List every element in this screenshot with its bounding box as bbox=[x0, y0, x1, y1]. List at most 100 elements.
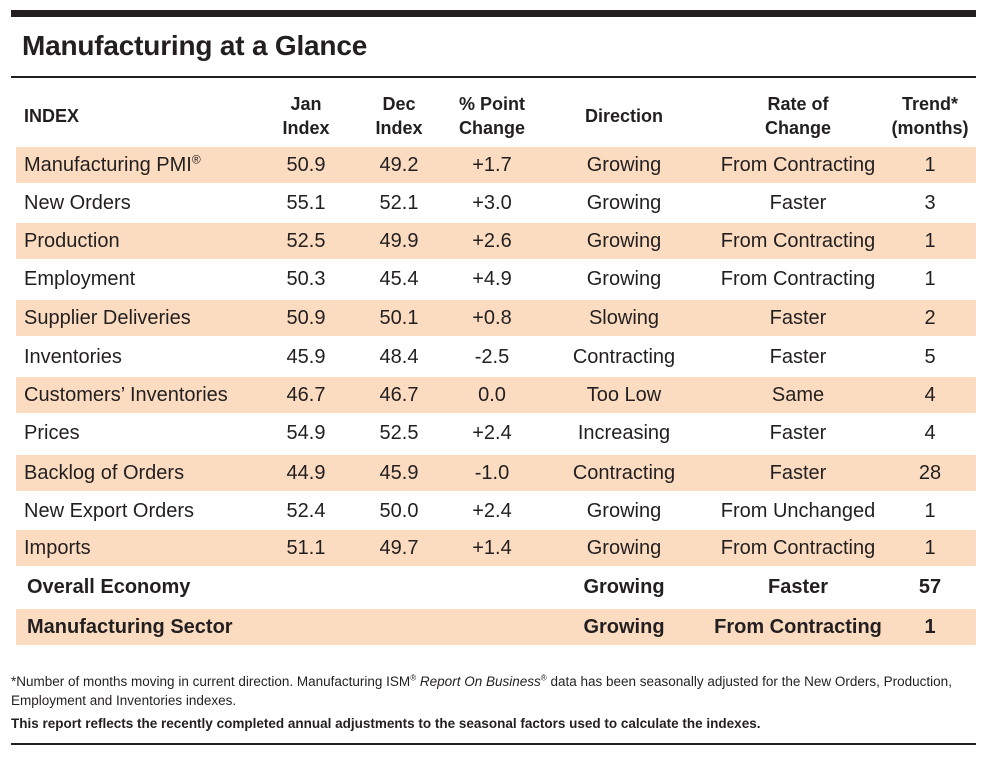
table-row: Customers’ Inventories 46.7 46.7 0.0 Too Low… bbox=[16, 377, 976, 413]
table-row: New Orders 55.1 52.1 +3.0 Growing Faster 3 bbox=[16, 185, 976, 221]
index-name-cell: Employment bbox=[24, 268, 136, 290]
direction-cell: Slowing bbox=[588, 307, 660, 329]
jan-index-cell: 50.9 bbox=[286, 307, 326, 329]
jan-index-cell: 44.9 bbox=[286, 462, 326, 484]
index-name-cell: Inventories bbox=[24, 346, 122, 368]
trend-cell: 1 bbox=[924, 500, 936, 522]
dec-index-cell: 49.2 bbox=[379, 154, 419, 176]
dec-index-cell: 50.1 bbox=[379, 307, 419, 329]
dec-index-cell: 45.9 bbox=[379, 462, 419, 484]
rate-of-change-cell: Faster bbox=[769, 346, 827, 368]
index-name-cell: Imports bbox=[24, 537, 91, 559]
direction-cell: Growing bbox=[586, 537, 662, 559]
index-name-cell: Supplier Deliveries bbox=[24, 307, 191, 329]
dec-index-cell: 49.9 bbox=[379, 230, 419, 252]
table-row: Backlog of Orders 44.9 45.9 -1.0 Contracting… bbox=[16, 455, 976, 491]
rate-of-change-cell: From Contracting bbox=[720, 537, 876, 559]
index-name-cell: Customers’ Inventories bbox=[24, 384, 228, 406]
trend-cell: 28 bbox=[918, 462, 942, 484]
jan-index-cell: 54.9 bbox=[286, 422, 326, 444]
bottom-divider bbox=[11, 743, 976, 745]
jan-index-cell: 46.7 bbox=[286, 384, 326, 406]
trend-cell: 1 bbox=[924, 537, 936, 559]
trend-cell: 1 bbox=[924, 268, 936, 290]
top-border bbox=[11, 10, 976, 17]
rate-of-change-cell: Same bbox=[771, 384, 825, 406]
header-jan-index: Jan Index bbox=[282, 94, 330, 138]
title-divider bbox=[11, 76, 976, 78]
rate-of-change-cell: From Contracting bbox=[720, 268, 876, 290]
header-direction: Direction bbox=[584, 106, 663, 126]
jan-index-cell: 52.5 bbox=[286, 230, 326, 252]
index-name-cell: Backlog of Orders bbox=[24, 462, 185, 484]
trend-cell: 57 bbox=[918, 576, 942, 598]
dec-index-cell: 46.7 bbox=[379, 384, 419, 406]
table-row: Supplier Deliveries 50.9 50.1 +0.8 Slowing Fa… bbox=[16, 300, 976, 336]
rate-of-change-cell: Faster bbox=[769, 192, 827, 214]
direction-cell: Growing bbox=[586, 268, 662, 290]
summary-row: Manufacturing Sector Growing From Contract… bbox=[16, 609, 976, 645]
dec-index-cell: 45.4 bbox=[379, 268, 419, 290]
trend-cell: 1 bbox=[924, 616, 936, 638]
point-change-cell: +0.8 bbox=[472, 307, 512, 329]
trend-cell: 4 bbox=[924, 384, 936, 406]
page-title: Manufacturing at a Glance bbox=[22, 30, 368, 61]
rate-of-change-cell: Faster bbox=[767, 576, 829, 598]
point-change-cell: -1.0 bbox=[474, 462, 510, 484]
direction-cell: Too Low bbox=[586, 384, 662, 406]
summary-name-cell: Overall Economy bbox=[27, 576, 191, 598]
rate-of-change-cell: From Contracting bbox=[714, 616, 882, 638]
point-change-cell: +2.4 bbox=[472, 422, 512, 444]
point-change-cell: +1.7 bbox=[472, 154, 512, 176]
table-row: Prices 54.9 52.5 +2.4 Increasing Faster 4 bbox=[16, 415, 976, 451]
jan-index-cell: 50.9 bbox=[286, 154, 326, 176]
table-row: Production 52.5 49.9 +2.6 Growing From Contra… bbox=[16, 223, 976, 259]
direction-cell: Contracting bbox=[572, 462, 676, 484]
direction-cell: Growing bbox=[586, 154, 662, 176]
index-name-cell: Manufacturing PMI® bbox=[24, 152, 201, 176]
direction-cell: Growing bbox=[583, 616, 665, 638]
header-rate-of-change: Rate of Change bbox=[764, 94, 831, 138]
point-change-cell: -2.5 bbox=[474, 346, 510, 368]
direction-cell: Growing bbox=[586, 500, 662, 522]
trend-cell: 3 bbox=[924, 192, 936, 214]
jan-index-cell: 51.1 bbox=[286, 537, 326, 559]
dec-index-cell: 52.5 bbox=[379, 422, 419, 444]
point-change-cell: +1.4 bbox=[472, 537, 512, 559]
header-dec-index: Dec Index bbox=[375, 94, 423, 138]
header-point-change: % Point Change bbox=[458, 94, 525, 138]
summary-row: Overall Economy Growing Faster 57 bbox=[16, 569, 976, 605]
jan-index-cell: 50.3 bbox=[286, 268, 326, 290]
direction-cell: Increasing bbox=[577, 422, 671, 444]
point-change-cell: +2.4 bbox=[472, 500, 512, 522]
table-row: New Export Orders 52.4 50.0 +2.4 Growing From… bbox=[16, 493, 976, 529]
table-row: Imports 51.1 49.7 +1.4 Growing From Contracti… bbox=[16, 530, 976, 566]
direction-cell: Growing bbox=[583, 576, 665, 598]
table-row: Manufacturing PMI® 50.9 49.2 +1.7 Growing Fro… bbox=[16, 147, 976, 183]
index-name-cell: New Orders bbox=[24, 192, 131, 214]
summary-name-cell: Manufacturing Sector bbox=[27, 616, 233, 638]
jan-index-cell: 55.1 bbox=[286, 192, 326, 214]
point-change-cell: +2.6 bbox=[472, 230, 512, 252]
direction-cell: Contracting bbox=[572, 346, 676, 368]
dec-index-cell: 48.4 bbox=[379, 346, 419, 368]
header-trend: Trend* (months) bbox=[891, 94, 969, 138]
index-name-cell: Production bbox=[24, 230, 120, 252]
rate-of-change-cell: Faster bbox=[769, 307, 827, 329]
point-change-cell: +4.9 bbox=[472, 268, 512, 290]
table-row: Inventories 45.9 48.4 -2.5 Contracting Faster… bbox=[16, 339, 976, 375]
footnote: *Number of months moving in current dire… bbox=[11, 673, 952, 708]
rate-of-change-cell: From Contracting bbox=[720, 230, 876, 252]
direction-cell: Growing bbox=[586, 230, 662, 252]
jan-index-cell: 45.9 bbox=[286, 346, 326, 368]
rate-of-change-cell: Faster bbox=[769, 422, 827, 444]
dec-index-cell: 50.0 bbox=[379, 500, 419, 522]
dec-index-cell: 52.1 bbox=[379, 192, 419, 214]
trend-cell: 1 bbox=[924, 154, 936, 176]
trend-cell: 4 bbox=[924, 422, 936, 444]
point-change-cell: +3.0 bbox=[472, 192, 512, 214]
rate-of-change-cell: Faster bbox=[769, 462, 827, 484]
direction-cell: Growing bbox=[586, 192, 662, 214]
index-name-cell: Prices bbox=[24, 422, 80, 444]
table-row: Employment 50.3 45.4 +4.9 Growing From Contra… bbox=[16, 261, 976, 297]
